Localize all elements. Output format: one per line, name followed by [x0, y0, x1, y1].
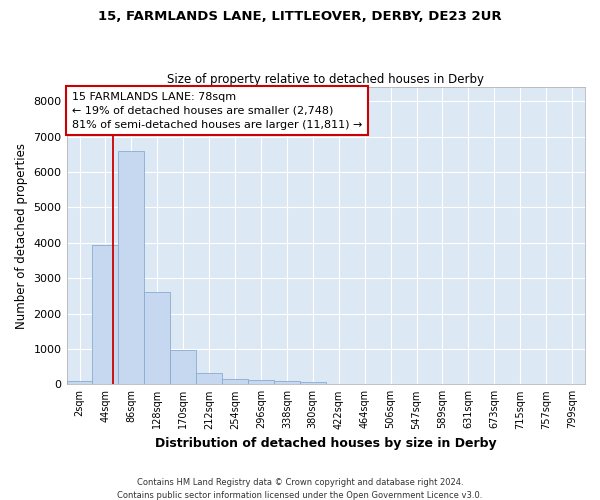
Text: 15 FARMLANDS LANE: 78sqm
← 19% of detached houses are smaller (2,748)
81% of sem: 15 FARMLANDS LANE: 78sqm ← 19% of detach… — [72, 92, 362, 130]
Bar — [300, 382, 326, 384]
Bar — [92, 244, 118, 384]
Bar — [118, 151, 145, 384]
Bar — [274, 381, 300, 384]
Text: 15, FARMLANDS LANE, LITTLEOVER, DERBY, DE23 2UR: 15, FARMLANDS LANE, LITTLEOVER, DERBY, D… — [98, 10, 502, 23]
Bar — [170, 350, 196, 384]
Bar — [248, 380, 274, 384]
Y-axis label: Number of detached properties: Number of detached properties — [15, 142, 28, 328]
Title: Size of property relative to detached houses in Derby: Size of property relative to detached ho… — [167, 73, 484, 86]
Bar — [222, 380, 248, 384]
Bar — [145, 292, 170, 384]
Bar — [196, 373, 222, 384]
Bar — [67, 382, 92, 384]
Text: Contains HM Land Registry data © Crown copyright and database right 2024.
Contai: Contains HM Land Registry data © Crown c… — [118, 478, 482, 500]
X-axis label: Distribution of detached houses by size in Derby: Distribution of detached houses by size … — [155, 437, 497, 450]
